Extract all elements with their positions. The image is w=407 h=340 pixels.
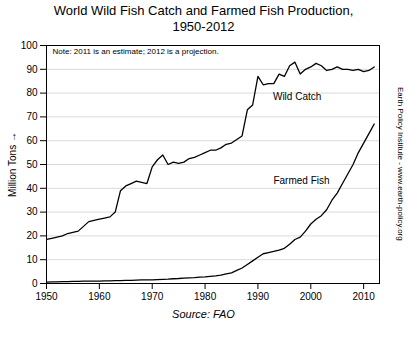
svg-text:Million Tons →: Million Tons →: [7, 132, 18, 197]
svg-text:2010: 2010: [353, 291, 376, 302]
svg-text:1980: 1980: [194, 291, 217, 302]
svg-text:40: 40: [26, 183, 38, 194]
html-text:Earth Policy Institute - www.e: Earth Policy Institute - www.earth-polic…: [396, 87, 405, 241]
svg-text:1990: 1990: [247, 291, 270, 302]
html-text:Source: FAO: Source: FAO: [172, 308, 235, 320]
svg-text:Wild Catch: Wild Catch: [273, 91, 321, 102]
svg-text:50: 50: [26, 159, 38, 170]
svg-text:10: 10: [26, 254, 38, 265]
html-text:World Wild Fish Catch and Farm: World Wild Fish Catch and Farmed Fish Pr…: [53, 3, 354, 34]
svg-text:20: 20: [26, 230, 38, 241]
svg-text:1970: 1970: [141, 291, 164, 302]
svg-text:Farmed Fish: Farmed Fish: [273, 175, 329, 186]
svg-text:100: 100: [21, 40, 38, 51]
svg-text:Note: 2011 is an estimate; 201: Note: 2011 is an estimate; 2012 is a pro…: [53, 47, 219, 56]
svg-text:30: 30: [26, 206, 38, 217]
svg-text:70: 70: [26, 111, 38, 122]
svg-text:90: 90: [26, 64, 38, 75]
svg-text:2000: 2000: [300, 291, 323, 302]
svg-text:0: 0: [32, 278, 38, 289]
svg-text:80: 80: [26, 87, 38, 98]
svg-text:1960: 1960: [88, 291, 111, 302]
svg-text:60: 60: [26, 135, 38, 146]
svg-text:1950: 1950: [35, 291, 58, 302]
